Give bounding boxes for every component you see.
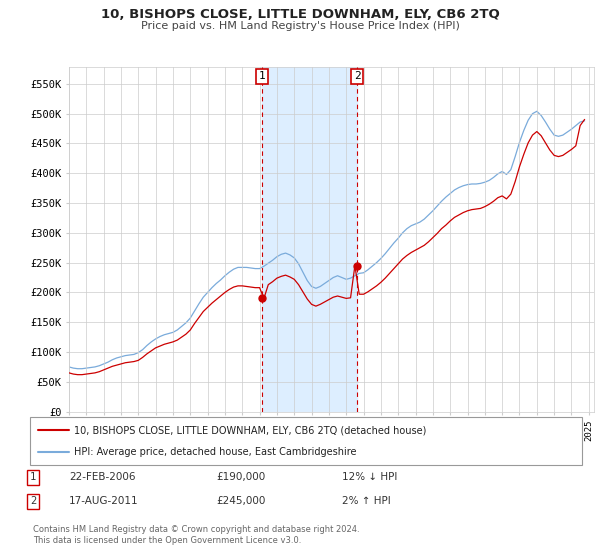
Text: Contains HM Land Registry data © Crown copyright and database right 2024.
This d: Contains HM Land Registry data © Crown c… bbox=[33, 525, 359, 545]
Text: HPI: Average price, detached house, East Cambridgeshire: HPI: Average price, detached house, East… bbox=[74, 447, 356, 457]
Text: 10, BISHOPS CLOSE, LITTLE DOWNHAM, ELY, CB6 2TQ (detached house): 10, BISHOPS CLOSE, LITTLE DOWNHAM, ELY, … bbox=[74, 425, 427, 435]
Text: 22-FEB-2006: 22-FEB-2006 bbox=[69, 472, 136, 482]
Text: 1: 1 bbox=[30, 472, 36, 482]
Text: 10, BISHOPS CLOSE, LITTLE DOWNHAM, ELY, CB6 2TQ: 10, BISHOPS CLOSE, LITTLE DOWNHAM, ELY, … bbox=[101, 8, 499, 21]
Text: 2: 2 bbox=[354, 71, 361, 81]
Text: Price paid vs. HM Land Registry's House Price Index (HPI): Price paid vs. HM Land Registry's House … bbox=[140, 21, 460, 31]
Text: 12% ↓ HPI: 12% ↓ HPI bbox=[342, 472, 397, 482]
Text: 1: 1 bbox=[259, 71, 265, 81]
Text: £190,000: £190,000 bbox=[216, 472, 265, 482]
Bar bbox=[262, 67, 357, 412]
FancyBboxPatch shape bbox=[30, 417, 582, 465]
Text: 2: 2 bbox=[30, 496, 36, 506]
Text: 2% ↑ HPI: 2% ↑ HPI bbox=[342, 496, 391, 506]
Text: 17-AUG-2011: 17-AUG-2011 bbox=[69, 496, 139, 506]
Text: £245,000: £245,000 bbox=[216, 496, 265, 506]
